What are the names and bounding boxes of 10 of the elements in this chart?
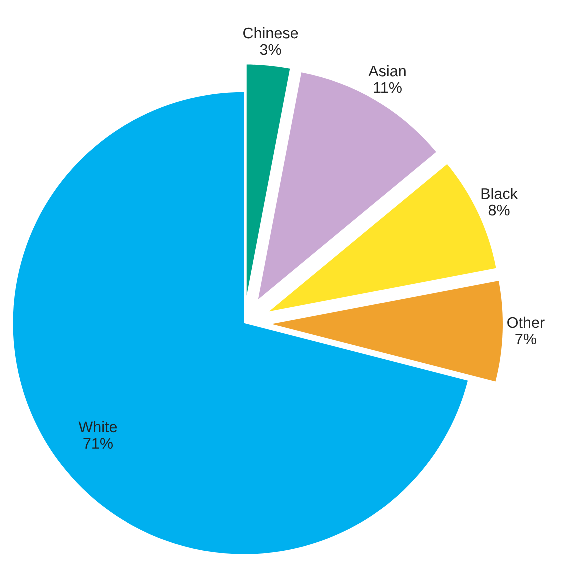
- data-label: 7%: [516, 334, 536, 345]
- slice-label: White: [78, 421, 118, 433]
- data-label: 8%: [488, 204, 510, 216]
- data-label: 71%: [84, 438, 113, 449]
- data-label: 3%: [260, 44, 282, 56]
- slice-label: Black: [482, 188, 518, 200]
- data-label: 11%: [374, 82, 402, 94]
- slice-label: Asian: [368, 65, 406, 77]
- slice-label: Chinese: [244, 27, 298, 39]
- slice-label: Other: [508, 316, 545, 328]
